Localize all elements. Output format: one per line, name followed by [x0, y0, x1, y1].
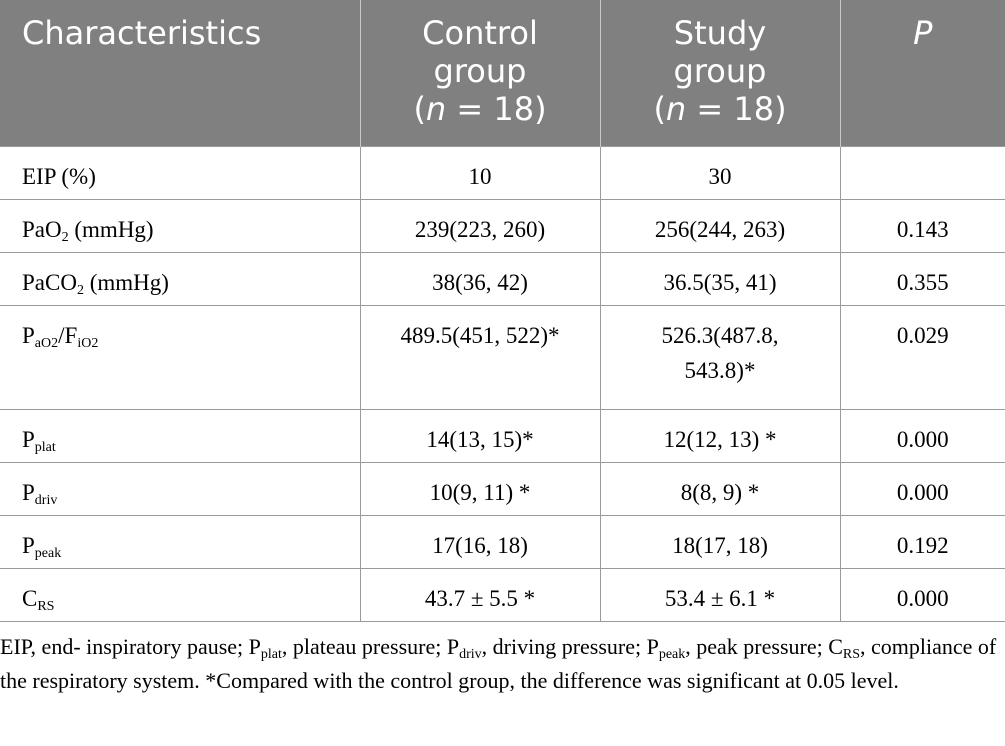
header-study-line1: Study [673, 14, 767, 52]
table-row: CRS 43.7 ± 5.5 * 53.4 ± 6.1 * 0.000 [0, 567, 1005, 622]
control-value: 17(16, 18) [359, 514, 601, 569]
control-value: 10 [359, 145, 601, 200]
study-value: 53.4 ± 6.1 * [599, 567, 841, 622]
control-value: 10(9, 11) * [359, 461, 601, 516]
p-value [839, 145, 1005, 200]
header-control-line1: Control [422, 14, 538, 52]
control-value: 489.5(451, 522)* [359, 304, 601, 410]
row-label-sub: 2 [61, 229, 69, 245]
header-study-group: Study group (n = 18) [599, 0, 840, 146]
row-label: PaO2/FiO2 [0, 304, 361, 410]
footnote-sub: plat [260, 647, 282, 662]
header-control-n-rest: = 18) [446, 90, 547, 128]
study-value: 36.5(35, 41) [599, 251, 841, 306]
header-study-line2: group [673, 52, 767, 90]
table-row: Ppeak 17(16, 18) 18(17, 18) 0.192 [0, 514, 1005, 569]
study-value: 526.3(487.8, 543.8)* [599, 304, 841, 410]
header-p-text: P [913, 14, 933, 52]
p-value: 0.029 [839, 304, 1005, 410]
p-value: 0.355 [839, 251, 1005, 306]
p-value: 0.000 [839, 567, 1005, 622]
results-table: Characteristics Control group (n = 18) S… [0, 0, 1005, 622]
control-value: 14(13, 15)* [359, 408, 601, 463]
footnote-sub: peak [658, 647, 686, 662]
p-value: 0.000 [839, 408, 1005, 463]
row-label-text: P [22, 479, 35, 505]
study-value: 30 [599, 145, 841, 200]
row-label-rest: (mmHg) [83, 269, 169, 295]
table-row: PaO2/FiO2 489.5(451, 522)* 526.3(487.8, 5… [0, 304, 1005, 410]
row-label-mid: /F [58, 322, 78, 348]
row-label-sub: RS [37, 598, 55, 614]
row-label-sub: peak [34, 545, 62, 561]
table-row: PaCO2 (mmHg) 38(36, 42) 36.5(35, 41) 0.3… [0, 251, 1005, 306]
p-value: 0.192 [839, 514, 1005, 569]
table-row: PaO2 (mmHg) 239(223, 260) 256(244, 263) … [0, 198, 1005, 253]
row-label-text: P [22, 426, 35, 452]
header-control-n-var: n [425, 90, 447, 128]
footnote-part: , plateau pressure; P [281, 634, 460, 659]
footnote-sub: driv [459, 647, 482, 662]
row-label-sub: plat [34, 439, 56, 455]
table-row: EIP (%) 10 30 [0, 145, 1005, 200]
row-label: Pdriv [0, 461, 361, 516]
control-value: 43.7 ± 5.5 * [359, 567, 601, 622]
study-value-line2: 543.8)* [684, 357, 756, 383]
study-value: 256(244, 263) [599, 198, 841, 253]
p-value: 0.143 [839, 198, 1005, 253]
table-row: Pplat 14(13, 15)* 12(12, 13) * 0.000 [0, 408, 1005, 463]
row-label: CRS [0, 567, 361, 622]
header-characteristics-text: Characteristics [22, 14, 262, 52]
row-label: Pplat [0, 408, 361, 463]
row-label-rest: (mmHg) [68, 216, 154, 242]
header-control-line2: group [433, 52, 527, 90]
study-value: 12(12, 13) * [599, 408, 841, 463]
row-label-text: C [22, 585, 38, 611]
header-p: P [839, 0, 1005, 146]
row-label-sub: 2 [76, 282, 84, 298]
header-study-n-var: n [665, 90, 687, 128]
control-value: 38(36, 42) [359, 251, 601, 306]
control-value: 239(223, 260) [359, 198, 601, 253]
row-label: PaCO2 (mmHg) [0, 251, 361, 306]
p-value: 0.000 [839, 461, 1005, 516]
footnote-part: , driving pressure; P [481, 634, 659, 659]
header-row: Characteristics Control group (n = 18) S… [0, 0, 1005, 146]
row-label-text: EIP (%) [22, 163, 96, 189]
study-value: 8(8, 9) * [599, 461, 841, 516]
row-label-text: P [22, 322, 35, 348]
study-value: 18(17, 18) [599, 514, 841, 569]
study-value-line1: 526.3(487.8, [661, 322, 779, 348]
footnote-sub: RS [842, 647, 861, 662]
row-label: PaO2 (mmHg) [0, 198, 361, 253]
table-footnote: EIP, end- inspiratory pause; Pplat, plat… [0, 630, 1000, 698]
footnote-part: , peak pressure; C [685, 634, 843, 659]
row-label-text: PaO [22, 216, 62, 242]
footnote-part: , compliance of the respiratory system. … [0, 634, 997, 693]
footnote-part: EIP, end- inspiratory pause; P [0, 634, 261, 659]
row-label-sub: aO2 [34, 335, 59, 351]
header-characteristics: Characteristics [0, 0, 360, 146]
row-label: Ppeak [0, 514, 361, 569]
row-label-sub: driv [34, 492, 58, 508]
row-label-sub2: iO2 [77, 335, 99, 351]
header-study-n-rest: = 18) [686, 90, 787, 128]
row-label-text: PaCO [22, 269, 77, 295]
table-row: Pdriv 10(9, 11) * 8(8, 9) * 0.000 [0, 461, 1005, 516]
row-label: EIP (%) [0, 145, 361, 200]
header-control-group: Control group (n = 18) [359, 0, 600, 146]
row-label-text: P [22, 532, 35, 558]
